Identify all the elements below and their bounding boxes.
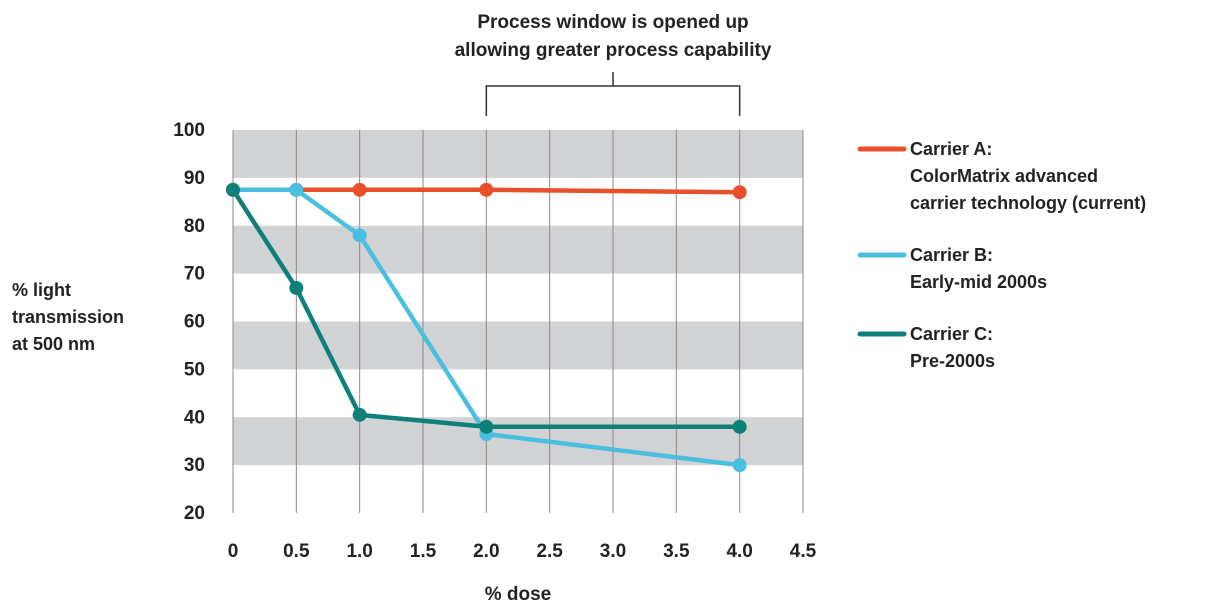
series-points: [226, 182, 747, 473]
x-tick-label: 3.5: [663, 541, 690, 562]
grid-band: [233, 321, 803, 370]
y-tick-label: 80: [184, 216, 205, 237]
data-point-carrier-c: [732, 419, 747, 434]
annotation-bracket: [485, 72, 741, 116]
grid-band: [233, 417, 803, 466]
legend-description: ColorMatrix advanced: [910, 166, 1098, 186]
x-tick-label: 4.5: [790, 541, 817, 562]
grid-band: [233, 130, 803, 178]
data-point-carrier-b: [289, 182, 304, 197]
x-axis-ticks: 0 0.5 1.0 1.5 2.0 2.5 3.0 3.5 4.0 4.5: [228, 541, 817, 562]
data-point-carrier-a: [732, 185, 747, 200]
x-axis-label: % dose: [485, 584, 552, 605]
y-axis-ticks: 100 90 80 70 60 50 40 30 20: [173, 120, 205, 524]
y-axis-label: % light transmission at 500 nm: [12, 280, 129, 354]
y-axis-label-line: at 500 nm: [12, 334, 95, 354]
y-tick-label: 40: [184, 407, 205, 428]
y-tick-label: 50: [184, 359, 205, 380]
data-point-carrier-c: [289, 280, 304, 295]
data-point-carrier-a: [352, 182, 367, 197]
x-tick-label: 3.0: [600, 541, 626, 562]
y-tick-label: 20: [184, 503, 205, 524]
legend-title: Carrier A:: [910, 139, 992, 159]
x-tick-label: 0: [228, 541, 239, 562]
x-tick-label: 1.5: [410, 541, 437, 562]
x-tick-label: 4.0: [726, 541, 752, 562]
annotation-line-1: Process window is opened up: [477, 12, 748, 33]
legend-item-carrier-b: Carrier B: Early-mid 2000s: [857, 245, 1047, 292]
x-tick-label: 2.0: [473, 541, 499, 562]
data-point-carrier-a: [479, 182, 494, 197]
legend-description: Pre-2000s: [910, 351, 995, 371]
grid-band: [233, 225, 803, 274]
data-point-carrier-b: [352, 228, 367, 243]
y-tick-label: 70: [184, 264, 205, 285]
legend-title: Carrier C:: [910, 324, 993, 344]
y-tick-label: 100: [173, 120, 205, 141]
data-point-carrier-c: [479, 419, 494, 434]
data-point-carrier-c: [352, 407, 367, 422]
y-axis-label-line: transmission: [12, 307, 124, 327]
y-tick-label: 30: [184, 455, 205, 476]
data-point-carrier-b: [732, 458, 747, 473]
data-point-carrier-c: [226, 182, 240, 197]
y-tick-label: 90: [184, 168, 205, 189]
legend-description: carrier technology (current): [910, 193, 1146, 213]
process-window-annotation: Process window is opened up allowing gre…: [455, 12, 772, 116]
x-tick-label: 0.5: [283, 541, 310, 562]
legend-item-carrier-c: Carrier C: Pre-2000s: [857, 324, 995, 371]
legend: Carrier A: ColorMatrix advanced carrier …: [857, 139, 1146, 371]
y-axis-label-line: % light: [12, 280, 71, 300]
legend-title: Carrier B:: [910, 245, 993, 265]
legend-item-carrier-a: Carrier A: ColorMatrix advanced carrier …: [857, 139, 1146, 213]
y-tick-label: 60: [184, 312, 205, 333]
legend-description: Early-mid 2000s: [910, 272, 1047, 292]
x-tick-label: 2.5: [536, 541, 563, 562]
x-tick-label: 1.0: [346, 541, 372, 562]
background-bands: [233, 130, 803, 466]
annotation-line-2: allowing greater process capability: [455, 40, 772, 61]
